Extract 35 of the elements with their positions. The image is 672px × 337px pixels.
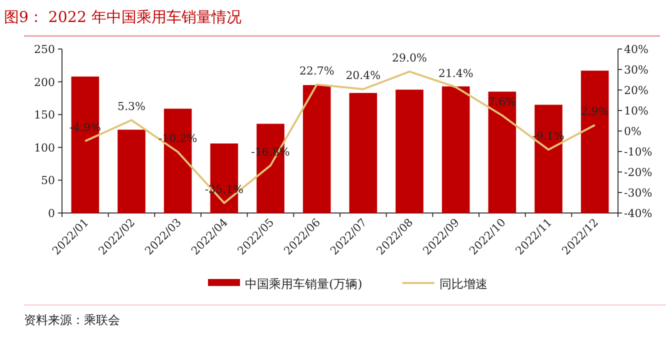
data-label: 7.6% xyxy=(488,95,516,108)
text: 资料来源：乘联会 xyxy=(24,313,120,327)
data-label: 2.9% xyxy=(580,105,609,118)
data-label: 5.3% xyxy=(118,100,146,114)
bar xyxy=(580,70,609,213)
y2-tick-label: -30% xyxy=(624,186,652,200)
y2-tick-label: 20% xyxy=(624,84,648,97)
y-tick-label: 200 xyxy=(34,76,55,89)
bar xyxy=(302,85,331,213)
y2-tick-label: 0% xyxy=(624,125,642,138)
data-label: 20.4% xyxy=(346,69,381,82)
legend-label: 同比增速 xyxy=(439,277,488,291)
y2-tick-label: 30% xyxy=(624,64,648,76)
chart-title: 图9： 2022 年中国乘用车销量情况 xyxy=(4,8,242,26)
data-label: 21.4% xyxy=(438,67,474,80)
y2-tick-label: -10% xyxy=(624,146,652,158)
bar xyxy=(534,104,562,213)
bar xyxy=(349,92,378,213)
y2-tick-label: -20% xyxy=(624,166,652,179)
y-tick-label: 100 xyxy=(34,141,55,154)
y2-tick-label: 40% xyxy=(624,43,648,56)
legend-label: 中国乘用车销量(万辆) xyxy=(245,277,362,291)
y-tick-label: 250 xyxy=(34,43,55,56)
bar xyxy=(118,130,146,213)
y2-tick-label: 10% xyxy=(624,104,648,118)
data-label: 22.7% xyxy=(299,64,334,78)
data-label: 29.0% xyxy=(392,52,427,65)
y-tick-label: 0 xyxy=(48,207,55,220)
y-tick-label: 50 xyxy=(41,174,55,188)
bar xyxy=(396,90,424,213)
bar xyxy=(442,86,470,213)
y2-tick-label: -40% xyxy=(624,207,652,220)
bar xyxy=(71,76,100,213)
bar xyxy=(488,92,516,213)
y-tick-label: 150 xyxy=(34,108,55,122)
